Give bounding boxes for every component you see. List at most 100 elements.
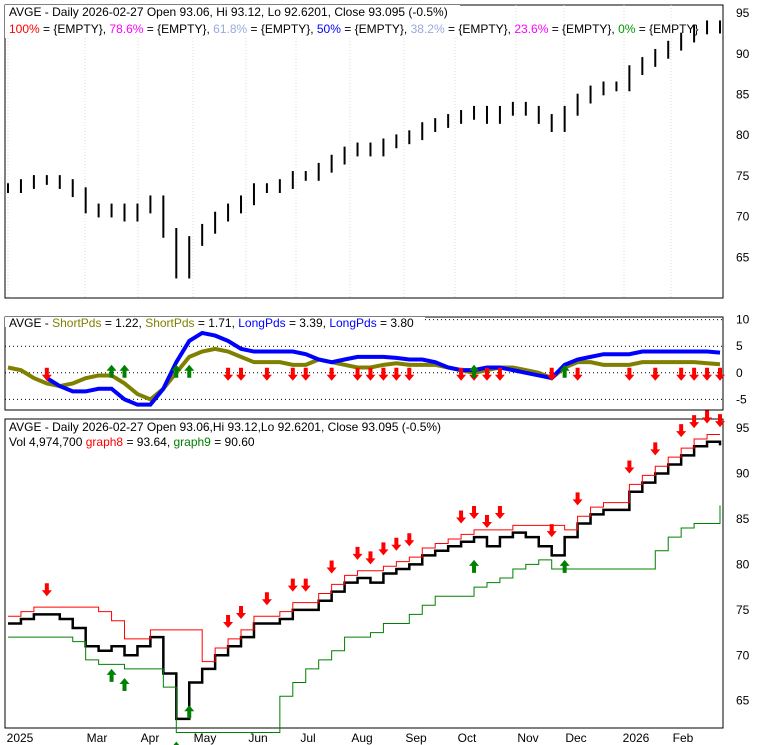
x-tick-label: May (194, 731, 217, 745)
sell-arrow (650, 442, 661, 456)
legend-value-0-1: = {EMPTY}, (143, 22, 213, 36)
legend-bg (5, 317, 425, 327)
x-tick-label: 2026 (623, 731, 650, 745)
sell-arrow (391, 367, 402, 381)
price-panel-frame (4, 4, 724, 299)
sell-arrow (41, 583, 52, 597)
oscillator-legend: AVGE - ShortPds = 1.22, ShortPds = 1.71,… (9, 316, 414, 330)
x-tick-label: Sep (405, 731, 427, 745)
stops-legend: Vol 4,974,700 graph8 = 93.64, graph9 = 9… (9, 435, 255, 449)
x-tick-label: Feb (673, 731, 694, 745)
legend-label-0-6: 0% (618, 22, 636, 36)
sell-arrow (481, 515, 492, 529)
buy-arrow (119, 364, 130, 378)
legend-label-1-3: LongPds (329, 316, 376, 330)
y-tick-label: 65 (736, 694, 750, 708)
x-tick-label: Mar (87, 731, 108, 745)
x-tick-label: 2025 (7, 731, 34, 745)
y-tick-label: 85 (736, 512, 750, 526)
sell-arrow (546, 524, 557, 538)
x-tick-label: Apr (141, 731, 160, 745)
y-tick-label: 80 (736, 557, 750, 571)
sell-arrow (378, 542, 389, 556)
sell-arrow (650, 367, 661, 381)
y-tick-label: 85 (736, 88, 750, 102)
legend-value-1-1: = 1.71, (195, 316, 239, 330)
y-tick-label: 70 (736, 210, 750, 224)
legend-value-1-0: = 1.22, (101, 316, 145, 330)
legend-label-0-1: 78.6% (109, 22, 143, 36)
sell-arrow (352, 367, 363, 381)
sell-arrow (469, 505, 480, 519)
legend-label-0-4: 38.2% (411, 22, 445, 36)
x-tick-label: Nov (517, 731, 538, 745)
legend-value-1-2: = 3.39, (286, 316, 330, 330)
sell-arrow (378, 367, 389, 381)
sell-arrow (689, 367, 700, 381)
sell-arrow (326, 367, 337, 381)
legend-value-2-1: = 90.60 (211, 435, 255, 449)
sell-arrow (365, 367, 376, 381)
y-tick-label: 70 (736, 648, 750, 662)
sell-arrow (404, 533, 415, 547)
y-tick-label: 95 (736, 421, 750, 435)
sell-arrow (287, 367, 298, 381)
sell-arrow (494, 367, 505, 381)
legend-label-1-0: ShortPds (52, 316, 101, 330)
sell-arrow (41, 367, 52, 381)
sell-arrow (702, 410, 713, 424)
sell-arrow (624, 460, 635, 474)
sell-arrow (456, 367, 467, 381)
sell-arrow (236, 605, 247, 619)
buy-arrow (119, 678, 130, 692)
x-tick-label: Dec (565, 731, 586, 745)
legend-value-0-6: = {EMPTY} (635, 22, 698, 36)
sell-arrow (287, 578, 298, 592)
sell-arrow (326, 560, 337, 574)
osc-title: AVGE - (9, 316, 52, 330)
sell-arrow (236, 367, 247, 381)
legend-value-0-3: = {EMPTY}, (341, 22, 411, 36)
legend-label-0-0: 100% (9, 22, 40, 36)
x-tick-label: Aug (351, 731, 372, 745)
fib-legend: 100% = {EMPTY}, 78.6% = {EMPTY}, 61.8% =… (9, 22, 698, 36)
sell-arrow (365, 551, 376, 565)
sell-arrow (300, 367, 311, 381)
buy-arrow (469, 364, 480, 378)
sell-arrow (223, 367, 234, 381)
short-pds-line (7, 346, 721, 402)
y-tick-label: 0 (736, 366, 743, 380)
x-tick-label: Oct (458, 731, 477, 745)
sell-arrow (404, 367, 415, 381)
stops-title: AVGE - Daily 2026-02-27 Open 93.06,Hi 93… (9, 420, 441, 434)
y-tick-label: 75 (736, 169, 750, 183)
long-pds-line (45, 330, 721, 407)
legend-label-0-3: 50% (317, 22, 341, 36)
legend-label-1-2: LongPds (238, 316, 285, 330)
price-step-line (8, 440, 722, 721)
graph8-line (8, 433, 720, 663)
legend-value-0-2: = {EMPTY}, (247, 22, 317, 36)
buy-arrow (559, 364, 570, 378)
legend-label-2-0: graph8 (86, 435, 124, 449)
legend-label-2-1: graph9 (173, 435, 211, 449)
buy-arrow (559, 559, 570, 573)
y-tick-label: 65 (736, 250, 750, 264)
y-tick-label: -5 (736, 392, 747, 406)
price-title: AVGE - Daily 2026-02-27 Open 93.06, Hi 9… (9, 5, 448, 19)
sell-arrow (676, 367, 687, 381)
x-tick-label: Jun (248, 731, 267, 745)
sell-arrow (624, 367, 635, 381)
sell-arrow (223, 615, 234, 629)
stops-panel-frame (4, 418, 724, 729)
sell-arrow (391, 537, 402, 551)
buy-arrow (184, 364, 195, 378)
legend-label-0-2: 61.8% (213, 22, 247, 36)
sell-arrow (572, 367, 583, 381)
sell-arrow (261, 367, 272, 381)
legend-value-0-0: = {EMPTY}, (40, 22, 110, 36)
graph9-line (8, 505, 721, 734)
legend-value-0-4: = {EMPTY}, (445, 22, 515, 36)
